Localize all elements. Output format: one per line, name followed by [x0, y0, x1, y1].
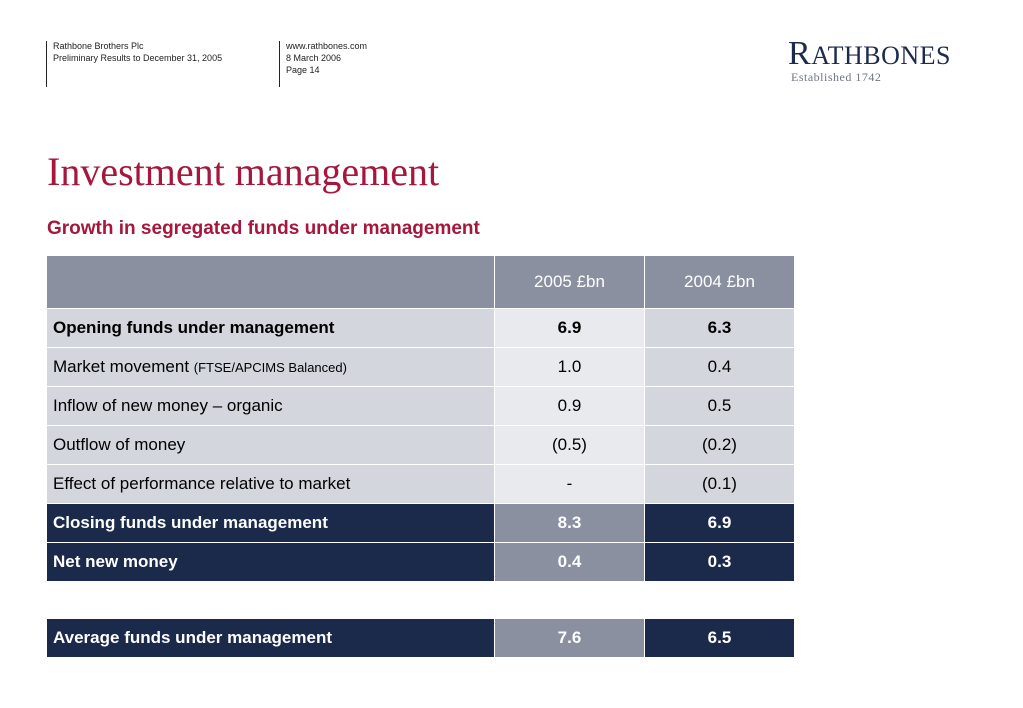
value-2005: 7.6 [494, 618, 645, 658]
table-row: Effect of performance relative to market… [46, 464, 795, 504]
value-2005: - [494, 464, 645, 504]
value-2005: 0.4 [494, 542, 645, 582]
header-cell-empty [46, 255, 495, 309]
rathbones-logo: RATHBONES Established 1742 [788, 35, 978, 85]
value-2005: 6.9 [494, 308, 645, 348]
funds-table: 2005 £bn 2004 £bn Opening funds under ma… [46, 255, 795, 582]
value-2004: 0.5 [644, 386, 795, 426]
header-divider-left [46, 41, 47, 87]
table-row: Market movement (FTSE/APCIMS Balanced) 1… [46, 347, 795, 387]
header-company-block: Rathbone Brothers Plc Preliminary Result… [53, 40, 222, 64]
row-label: Market movement [53, 357, 190, 376]
table-row: Opening funds under management 6.9 6.3 [46, 308, 795, 348]
presentation-date: 8 March 2006 [286, 53, 342, 63]
table-row: Outflow of money (0.5) (0.2) [46, 425, 795, 465]
header-divider-right [279, 41, 280, 87]
value-2004: 6.9 [644, 503, 795, 543]
table-row-total: Closing funds under management 8.3 6.9 [46, 503, 795, 543]
header-cell-2005: 2005 £bn [494, 255, 645, 309]
row-label: Opening funds under management [46, 308, 495, 348]
company-name: Rathbone Brothers Plc [53, 41, 144, 51]
row-label: Average funds under management [46, 618, 495, 658]
average-funds-table: Average funds under management 7.6 6.5 [46, 618, 795, 658]
row-label: Inflow of new money – organic [46, 386, 495, 426]
page-subtitle: Growth in segregated funds under managem… [47, 218, 480, 239]
row-label-with-note: Market movement (FTSE/APCIMS Balanced) [46, 347, 495, 387]
value-2005: 0.9 [494, 386, 645, 426]
document-name: Preliminary Results to December 31, 2005 [53, 53, 223, 63]
header-meta-block: www.rathbones.com 8 March 2006 Page 14 [286, 40, 367, 76]
logo-tagline: Established 1742 [791, 70, 882, 84]
value-2004: 0.3 [644, 542, 795, 582]
value-2005: (0.5) [494, 425, 645, 465]
row-label: Closing funds under management [46, 503, 495, 543]
page-title: Investment management [47, 149, 440, 194]
row-label: Outflow of money [46, 425, 495, 465]
table-row-total: Net new money 0.4 0.3 [46, 542, 795, 582]
value-2004: 6.3 [644, 308, 795, 348]
header-cell-2004: 2004 £bn [644, 255, 795, 309]
logo-wordmark: RATHBONES [788, 35, 951, 72]
value-2005: 8.3 [494, 503, 645, 543]
website-link[interactable]: www.rathbones.com [286, 41, 368, 51]
table-header-row: 2005 £bn 2004 £bn [46, 255, 795, 309]
row-note: (FTSE/APCIMS Balanced) [193, 360, 347, 375]
page-number: Page 14 [286, 65, 320, 75]
row-label: Net new money [46, 542, 495, 582]
table-row: Inflow of new money – organic 0.9 0.5 [46, 386, 795, 426]
value-2004: 0.4 [644, 347, 795, 387]
row-label: Effect of performance relative to market [46, 464, 495, 504]
value-2004: (0.1) [644, 464, 795, 504]
table-row-average: Average funds under management 7.6 6.5 [46, 618, 795, 658]
value-2005: 1.0 [494, 347, 645, 387]
value-2004: 6.5 [644, 618, 795, 658]
value-2004: (0.2) [644, 425, 795, 465]
